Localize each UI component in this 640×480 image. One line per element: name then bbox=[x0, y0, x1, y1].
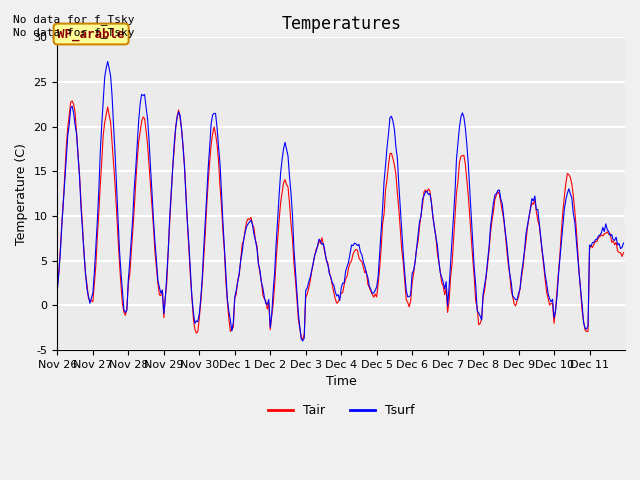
X-axis label: Time: Time bbox=[326, 375, 356, 388]
Legend: Tair, Tsurf: Tair, Tsurf bbox=[263, 399, 419, 422]
Tair bbox=[54, 284, 61, 289]
Tair bbox=[348, 258, 355, 264]
Y-axis label: Temperature (C): Temperature (C) bbox=[15, 143, 28, 245]
Tair bbox=[74, 151, 82, 157]
Tsurf bbox=[618, 244, 626, 250]
Tair bbox=[618, 253, 626, 259]
Line: Tsurf: Tsurf bbox=[58, 61, 623, 341]
Tair bbox=[544, 296, 552, 301]
Tsurf bbox=[73, 131, 81, 137]
Tsurf bbox=[620, 240, 627, 246]
Tair bbox=[68, 98, 76, 104]
Tair bbox=[620, 250, 627, 255]
Tsurf bbox=[90, 270, 98, 276]
Tair bbox=[460, 153, 468, 158]
Tair bbox=[299, 336, 307, 342]
Tsurf bbox=[299, 338, 307, 344]
Title: Temperatures: Temperatures bbox=[281, 15, 401, 33]
Tsurf bbox=[544, 291, 552, 297]
Text: No data for f_Tsky
No data for f_Tsky: No data for f_Tsky No data for f_Tsky bbox=[13, 14, 134, 38]
Tsurf bbox=[54, 287, 61, 293]
Tsurf bbox=[460, 114, 468, 120]
Tair bbox=[92, 263, 100, 268]
Tsurf bbox=[348, 242, 355, 248]
Text: WP_arable: WP_arable bbox=[58, 27, 125, 41]
Tsurf bbox=[104, 59, 111, 64]
Line: Tair: Tair bbox=[58, 101, 623, 339]
